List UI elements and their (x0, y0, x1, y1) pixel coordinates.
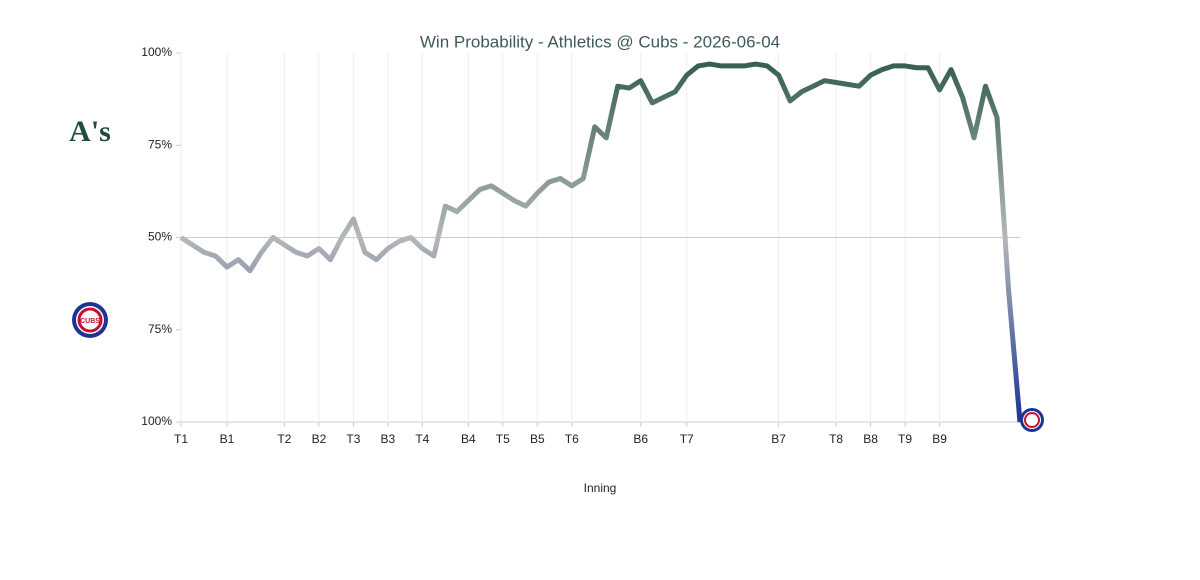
x-tick-label: B3 (381, 432, 396, 446)
y-tick-label: 50% (148, 230, 172, 244)
x-tick-label: T6 (565, 432, 579, 446)
x-tick-label: B4 (461, 432, 476, 446)
x-tick-label: T5 (496, 432, 510, 446)
x-tick-label: T9 (898, 432, 912, 446)
x-tick-label: B8 (863, 432, 878, 446)
y-tick-label: 75% (148, 137, 172, 151)
x-tick-label: T7 (680, 432, 694, 446)
logo-text: CUBS (80, 318, 100, 325)
x-tick-label: T3 (346, 432, 360, 446)
logo-c (77, 307, 103, 333)
team-logo: A's (69, 115, 111, 148)
x-tick-label: B5 (530, 432, 545, 446)
team-logo: CUBS (72, 302, 108, 338)
x-tick-label: B2 (312, 432, 327, 446)
logo-c (1024, 412, 1040, 428)
end-logo (1020, 408, 1044, 432)
chart-title: Win Probability - Athletics @ Cubs - 202… (420, 32, 780, 51)
x-tick-label: B9 (932, 432, 947, 446)
x-tick-label: T8 (829, 432, 843, 446)
y-tick-label: 100% (141, 414, 172, 428)
y-tick-label: 75% (148, 322, 172, 336)
x-tick-label: T2 (277, 432, 291, 446)
win-probability-line (179, 61, 1023, 423)
x-tick-label: B1 (220, 432, 235, 446)
x-tick-label: T1 (174, 432, 188, 446)
x-tick-label: B6 (633, 432, 648, 446)
y-tick-label: 100% (141, 45, 172, 59)
x-axis-label: Inning (584, 481, 617, 495)
x-tick-label: B7 (771, 432, 786, 446)
x-tick-label: T4 (415, 432, 429, 446)
